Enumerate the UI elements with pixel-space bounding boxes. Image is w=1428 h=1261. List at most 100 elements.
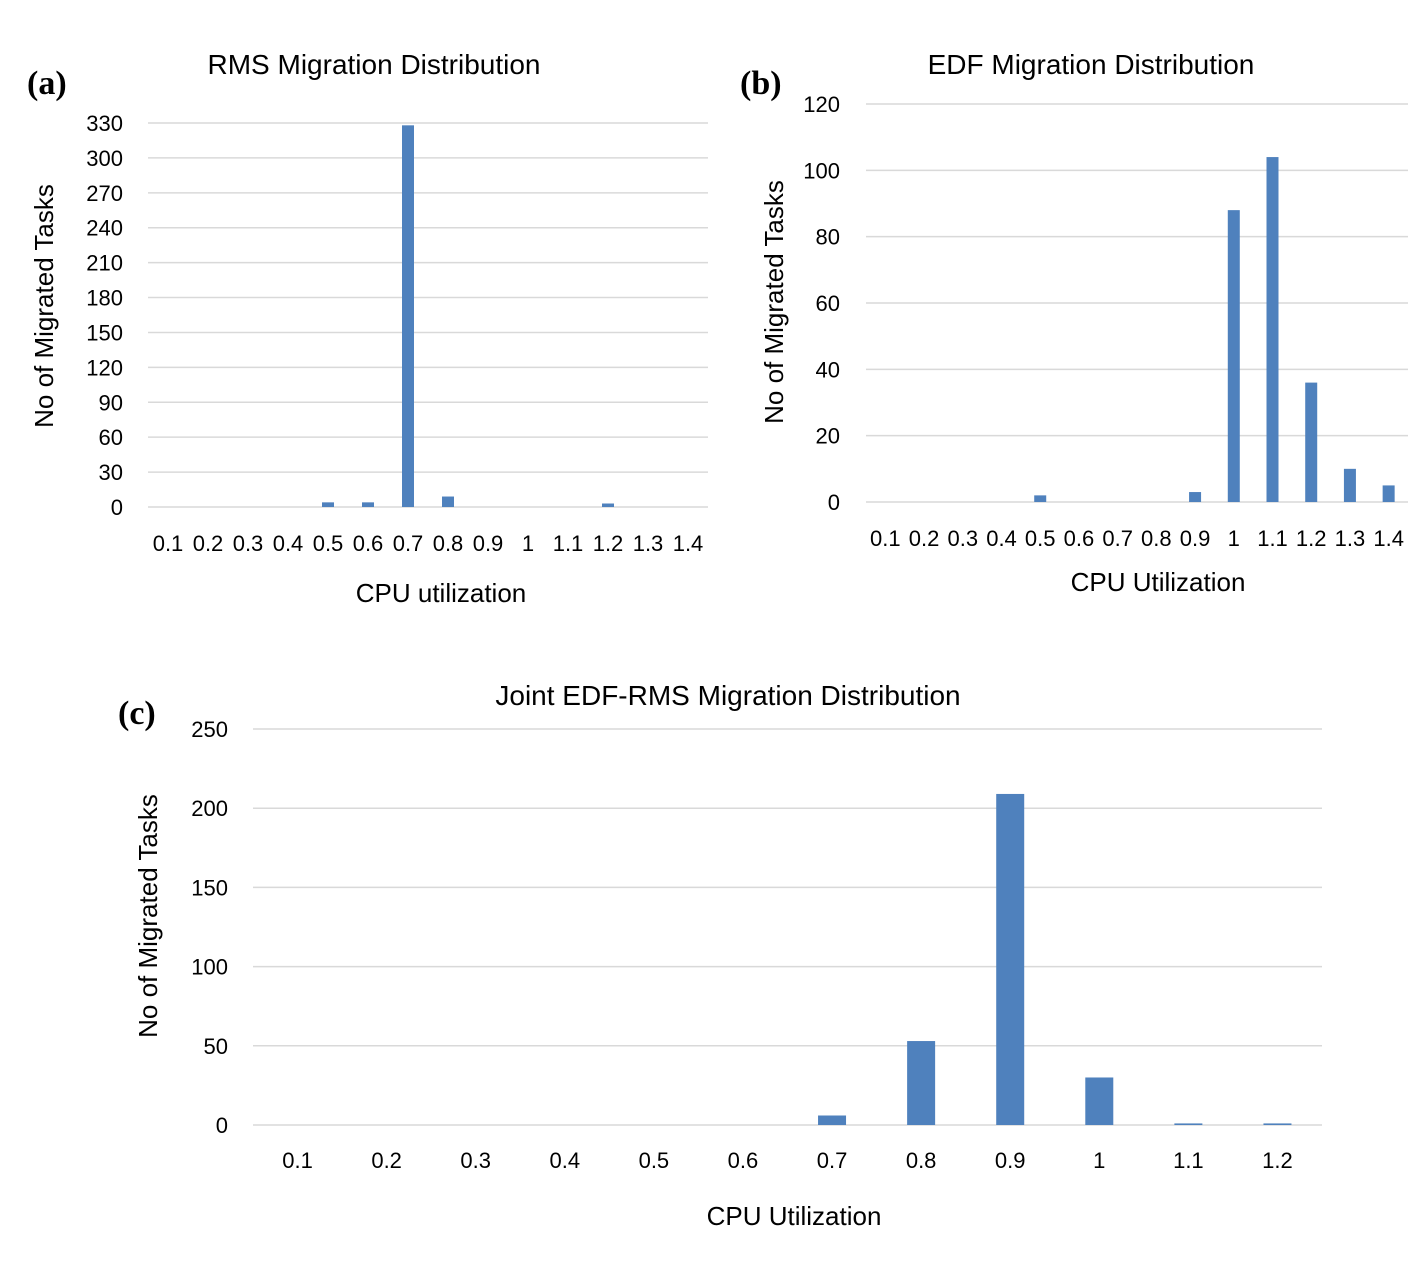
chart-title-b: EDF Migration Distribution xyxy=(928,49,1255,80)
x-tick-b-12: 1.3 xyxy=(1335,526,1366,551)
y-tick-c-1: 50 xyxy=(204,1034,228,1059)
x-tick-b-13: 1.4 xyxy=(1373,526,1404,551)
bar-a-1.2 xyxy=(602,503,614,507)
y-tick-a-7: 210 xyxy=(86,251,123,276)
bar-c-0.9 xyxy=(996,793,1025,1125)
y-axis-label-a: No of Migrated Tasks xyxy=(29,184,59,428)
y-axis-label-b: No of Migrated Tasks xyxy=(759,180,789,424)
x-tick-b-2: 0.3 xyxy=(947,526,978,551)
bar-c-1.2 xyxy=(1263,1123,1292,1125)
x-tick-labels-c: 0.1 0.2 0.3 0.4 0.5 0.6 0.7 0.8 0.9 1 1.1 1.2 xyxy=(282,1148,1293,1173)
y-tick-a-9: 270 xyxy=(86,181,123,206)
x-tick-a-10: 1.1 xyxy=(553,531,584,556)
x-tick-c-10: 1.1 xyxy=(1173,1148,1204,1173)
x-tick-b-6: 0.7 xyxy=(1102,526,1133,551)
x-tick-a-1: 0.2 xyxy=(193,531,224,556)
bar-c-1 xyxy=(1085,1077,1114,1125)
panel-label-c: (c) xyxy=(118,695,156,732)
x-tick-b-0: 0.1 xyxy=(870,526,901,551)
bar-b-1.3 xyxy=(1343,468,1356,502)
x-tick-a-5: 0.6 xyxy=(353,531,384,556)
x-tick-a-13: 1.4 xyxy=(673,531,704,556)
y-tick-b-4: 80 xyxy=(816,225,840,250)
y-tick-b-3: 60 xyxy=(816,291,840,316)
y-tick-b-2: 40 xyxy=(816,357,840,382)
y-tick-a-10: 300 xyxy=(86,146,123,171)
x-tick-labels-b: 0.1 0.2 0.3 0.4 0.5 0.6 0.7 0.8 0.9 1 1.1 1.2 1.3 1.4 xyxy=(870,526,1404,551)
chart-rms: (a) RMS Migration Distribution 030609012… xyxy=(27,49,708,608)
x-tick-b-3: 0.4 xyxy=(986,526,1017,551)
bar-b-1.2 xyxy=(1305,382,1318,502)
x-tick-c-7: 0.8 xyxy=(906,1148,937,1173)
chart-title-a: RMS Migration Distribution xyxy=(208,49,541,80)
x-tick-a-3: 0.4 xyxy=(273,531,304,556)
y-tick-a-11: 330 xyxy=(86,111,123,136)
y-tick-a-3: 90 xyxy=(99,390,123,415)
panel-label-a: (a) xyxy=(27,65,67,102)
gridlines-b xyxy=(866,103,1408,503)
y-tick-c-3: 150 xyxy=(191,875,228,900)
x-tick-b-7: 0.8 xyxy=(1141,526,1172,551)
chart-edf: (b) EDF Migration Distribution 0 20 40 60 80… xyxy=(740,49,1408,597)
y-tick-a-5: 150 xyxy=(86,320,123,345)
x-tick-a-4: 0.5 xyxy=(313,531,344,556)
x-tick-b-1: 0.2 xyxy=(909,526,940,551)
y-tick-labels-c: 0 50 100 150 200 250 xyxy=(191,717,228,1138)
x-tick-a-11: 1.2 xyxy=(593,531,624,556)
y-tick-a-4: 120 xyxy=(86,355,123,380)
y-tick-a-6: 180 xyxy=(86,286,123,311)
x-tick-b-10: 1.1 xyxy=(1257,526,1288,551)
bar-c-1.1 xyxy=(1174,1123,1203,1125)
x-tick-b-11: 1.2 xyxy=(1296,526,1327,551)
y-tick-a-8: 240 xyxy=(86,216,123,241)
y-tick-c-2: 100 xyxy=(191,955,228,980)
x-axis-label-c: CPU Utilization xyxy=(707,1201,882,1231)
bar-b-0.5 xyxy=(1034,495,1047,502)
x-tick-c-3: 0.4 xyxy=(549,1148,580,1173)
bar-a-0.6 xyxy=(362,502,374,507)
y-tick-c-0: 0 xyxy=(216,1113,228,1138)
x-tick-a-9: 1 xyxy=(522,531,534,556)
bars-a xyxy=(322,125,614,507)
x-tick-b-8: 0.9 xyxy=(1180,526,1211,551)
x-tick-c-9: 1 xyxy=(1093,1148,1105,1173)
x-tick-b-9: 1 xyxy=(1228,526,1240,551)
bars-b xyxy=(1034,157,1395,503)
bar-c-0.8 xyxy=(907,1041,936,1125)
bar-a-0.7 xyxy=(402,125,414,507)
bar-b-1.1 xyxy=(1266,157,1279,503)
y-tick-b-6: 120 xyxy=(803,92,840,117)
gridlines-a xyxy=(148,122,708,508)
y-tick-b-0: 0 xyxy=(828,490,840,515)
gridlines-c xyxy=(253,728,1322,1126)
bar-a-0.8 xyxy=(442,496,454,507)
bar-b-1.4 xyxy=(1382,485,1395,502)
bars-c xyxy=(818,793,1292,1125)
x-tick-c-11: 1.2 xyxy=(1262,1148,1293,1173)
x-axis-label-b: CPU Utilization xyxy=(1071,567,1246,597)
y-tick-labels-b: 0 20 40 60 80 100 120 xyxy=(803,92,840,515)
x-tick-c-2: 0.3 xyxy=(460,1148,491,1173)
chart-title-c: Joint EDF-RMS Migration Distribution xyxy=(495,680,960,711)
y-tick-a-0: 0 xyxy=(111,495,123,520)
y-tick-b-1: 20 xyxy=(816,424,840,449)
x-tick-c-1: 0.2 xyxy=(371,1148,402,1173)
y-tick-labels-a: 0 30 60 90 120 150 180 210 240 270 300 330 xyxy=(86,111,123,520)
x-tick-a-7: 0.8 xyxy=(433,531,464,556)
x-tick-a-8: 0.9 xyxy=(473,531,504,556)
y-tick-c-5: 250 xyxy=(191,717,228,742)
y-axis-label-c: No of Migrated Tasks xyxy=(133,794,163,1038)
x-tick-a-0: 0.1 xyxy=(153,531,184,556)
y-tick-a-1: 30 xyxy=(99,460,123,485)
x-tick-a-6: 0.7 xyxy=(393,531,424,556)
x-tick-a-2: 0.3 xyxy=(233,531,264,556)
y-tick-b-5: 100 xyxy=(803,158,840,183)
x-tick-b-4: 0.5 xyxy=(1025,526,1056,551)
bar-b-1 xyxy=(1227,210,1240,502)
bar-a-0.5 xyxy=(322,502,334,507)
x-axis-label-a: CPU utilization xyxy=(356,578,527,608)
bar-c-0.7 xyxy=(818,1115,847,1125)
x-tick-c-5: 0.6 xyxy=(728,1148,759,1173)
